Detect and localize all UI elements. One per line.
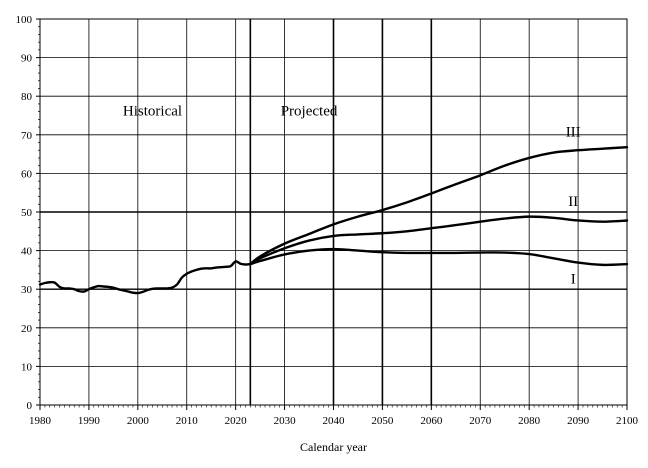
y-tick-label: 80 bbox=[21, 91, 33, 103]
y-tick-label: 70 bbox=[21, 130, 33, 142]
x-tick-label: 1990 bbox=[78, 415, 101, 427]
x-tick-label: 2080 bbox=[518, 415, 541, 427]
x-tick-label: 2000 bbox=[127, 415, 150, 427]
series-label: I bbox=[571, 271, 576, 287]
x-tick-label: 2040 bbox=[323, 415, 346, 427]
x-tick-label: 2020 bbox=[225, 415, 248, 427]
x-tick-label: 2060 bbox=[420, 415, 443, 427]
x-tick-label: 2030 bbox=[274, 415, 297, 427]
series-label: III bbox=[566, 125, 581, 141]
x-tick-label: 2070 bbox=[469, 415, 492, 427]
y-tick-label: 10 bbox=[21, 361, 33, 373]
series-line-historical bbox=[38, 260, 252, 295]
x-tick-label: 1980 bbox=[29, 415, 52, 427]
y-tick-label: 20 bbox=[21, 323, 33, 335]
series-label: II bbox=[568, 194, 578, 210]
x-tick-label: 2100 bbox=[616, 415, 639, 427]
y-tick-label: 0 bbox=[27, 400, 33, 412]
y-tick-label: 50 bbox=[21, 207, 33, 219]
x-tick-label: 2090 bbox=[567, 415, 590, 427]
series-line-i bbox=[249, 247, 629, 267]
y-axis-ticks: 0 10 20 30 40 50 60 70 80 90 100 bbox=[16, 14, 40, 412]
x-tick-label: 2050 bbox=[371, 415, 394, 427]
x-axis-label: Calendar year bbox=[300, 440, 367, 454]
y-tick-label: 40 bbox=[21, 246, 33, 258]
x-axis-ticks: 1980 1990 2000 2010 2020 2030 2040 2050 2060 2070… bbox=[29, 405, 639, 427]
y-tick-label: 30 bbox=[21, 284, 33, 296]
y-tick-label: 100 bbox=[16, 14, 33, 26]
series-line-ii bbox=[249, 215, 629, 266]
series-line-iii bbox=[249, 145, 629, 266]
y-tick-label: 60 bbox=[21, 168, 33, 180]
y-tick-label: 90 bbox=[21, 53, 33, 65]
region-label: Historical bbox=[123, 104, 182, 120]
x-tick-label: 2010 bbox=[176, 415, 199, 427]
region-label: Projected bbox=[281, 104, 338, 120]
series-lines bbox=[38, 145, 629, 295]
period-dividers bbox=[249, 19, 433, 405]
